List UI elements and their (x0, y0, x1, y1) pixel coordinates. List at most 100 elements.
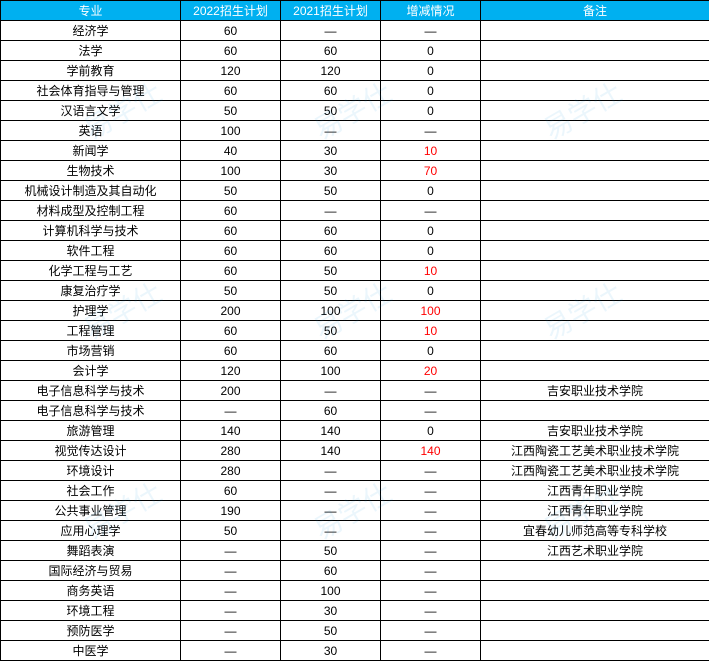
table-row: 新闻学403010 (1, 141, 709, 161)
cell-c1: 60 (181, 241, 281, 261)
cell-c3: 10 (381, 321, 481, 341)
cell-c1: 280 (181, 441, 281, 461)
cell-c3: 0 (381, 221, 481, 241)
cell-c1: 280 (181, 461, 281, 481)
cell-c4 (481, 241, 709, 261)
col-header-3: 增减情况 (381, 1, 481, 21)
cell-c3: — (381, 501, 481, 521)
cell-c4 (481, 301, 709, 321)
cell-c1: 140 (181, 421, 281, 441)
cell-c1: 60 (181, 341, 281, 361)
table-row: 中医学—30— (1, 641, 709, 661)
cell-c0: 计算机科学与技术 (1, 221, 181, 241)
cell-c0: 化学工程与工艺 (1, 261, 181, 281)
cell-c3: — (381, 581, 481, 601)
cell-c3: 0 (381, 61, 481, 81)
cell-c0: 康复治疗学 (1, 281, 181, 301)
cell-c4: 江西陶瓷工艺美术职业技术学院 (481, 441, 709, 461)
cell-c2: 30 (281, 641, 381, 661)
cell-c1: — (181, 601, 281, 621)
table-row: 电子信息科学与技术200——吉安职业技术学院 (1, 381, 709, 401)
cell-c0: 经济学 (1, 21, 181, 41)
cell-c4: 江西艺术职业学院 (481, 541, 709, 561)
cell-c4 (481, 81, 709, 101)
cell-c0: 社会体育指导与管理 (1, 81, 181, 101)
cell-c2: — (281, 21, 381, 41)
cell-c1: 120 (181, 361, 281, 381)
cell-c2: 50 (281, 621, 381, 641)
cell-c0: 工程管理 (1, 321, 181, 341)
col-header-4: 备注 (481, 1, 709, 21)
cell-c2: 50 (281, 321, 381, 341)
cell-c0: 英语 (1, 121, 181, 141)
cell-c0: 汉语言文学 (1, 101, 181, 121)
cell-c3: 0 (381, 421, 481, 441)
cell-c0: 学前教育 (1, 61, 181, 81)
cell-c1: 60 (181, 81, 281, 101)
cell-c1: 60 (181, 221, 281, 241)
cell-c4: 吉安职业技术学院 (481, 421, 709, 441)
table-row: 预防医学—50— (1, 621, 709, 641)
cell-c4 (481, 101, 709, 121)
cell-c3: 0 (381, 281, 481, 301)
cell-c3: 10 (381, 141, 481, 161)
table-row: 计算机科学与技术60600 (1, 221, 709, 241)
cell-c2: — (281, 481, 381, 501)
cell-c3: — (381, 381, 481, 401)
cell-c0: 舞蹈表演 (1, 541, 181, 561)
table-row: 经济学60—— (1, 21, 709, 41)
cell-c3: 0 (381, 41, 481, 61)
cell-c3: 140 (381, 441, 481, 461)
cell-c0: 国际经济与贸易 (1, 561, 181, 581)
table-row: 社会工作60——江西青年职业学院 (1, 481, 709, 501)
cell-c4 (481, 601, 709, 621)
cell-c1: 60 (181, 481, 281, 501)
cell-c1: 190 (181, 501, 281, 521)
cell-c3: — (381, 561, 481, 581)
cell-c0: 电子信息科学与技术 (1, 381, 181, 401)
enrollment-table: 专业2022招生计划2021招生计划增减情况备注 经济学60——法学60600学… (0, 0, 709, 661)
cell-c3: 0 (381, 101, 481, 121)
table-row: 机械设计制造及其自动化50500 (1, 181, 709, 201)
table-row: 环境工程—30— (1, 601, 709, 621)
cell-c2: — (281, 521, 381, 541)
cell-c0: 视觉传达设计 (1, 441, 181, 461)
cell-c2: 50 (281, 541, 381, 561)
cell-c2: — (281, 381, 381, 401)
col-header-0: 专业 (1, 1, 181, 21)
cell-c0: 法学 (1, 41, 181, 61)
table-row: 护理学200100100 (1, 301, 709, 321)
cell-c0: 市场营销 (1, 341, 181, 361)
cell-c2: — (281, 501, 381, 521)
cell-c1: 50 (181, 181, 281, 201)
cell-c4: 江西陶瓷工艺美术职业技术学院 (481, 461, 709, 481)
cell-c4 (481, 201, 709, 221)
table-body: 经济学60——法学60600学前教育1201200社会体育指导与管理60600汉… (1, 21, 709, 661)
cell-c3: — (381, 621, 481, 641)
cell-c0: 环境设计 (1, 461, 181, 481)
table-row: 化学工程与工艺605010 (1, 261, 709, 281)
cell-c2: 60 (281, 561, 381, 581)
cell-c2: 140 (281, 441, 381, 461)
cell-c4 (481, 321, 709, 341)
table-row: 英语100—— (1, 121, 709, 141)
table-row: 软件工程60600 (1, 241, 709, 261)
cell-c2: — (281, 201, 381, 221)
cell-c4 (481, 281, 709, 301)
cell-c0: 公共事业管理 (1, 501, 181, 521)
cell-c0: 生物技术 (1, 161, 181, 181)
cell-c3: 20 (381, 361, 481, 381)
cell-c0: 材料成型及控制工程 (1, 201, 181, 221)
cell-c1: 100 (181, 161, 281, 181)
cell-c4 (481, 61, 709, 81)
cell-c4 (481, 581, 709, 601)
cell-c2: 60 (281, 241, 381, 261)
cell-c4: 江西青年职业学院 (481, 481, 709, 501)
cell-c4 (481, 641, 709, 661)
cell-c0: 电子信息科学与技术 (1, 401, 181, 421)
cell-c3: 0 (381, 181, 481, 201)
cell-c3: — (381, 521, 481, 541)
cell-c1: — (181, 621, 281, 641)
cell-c4 (481, 221, 709, 241)
table-row: 环境设计280——江西陶瓷工艺美术职业技术学院 (1, 461, 709, 481)
